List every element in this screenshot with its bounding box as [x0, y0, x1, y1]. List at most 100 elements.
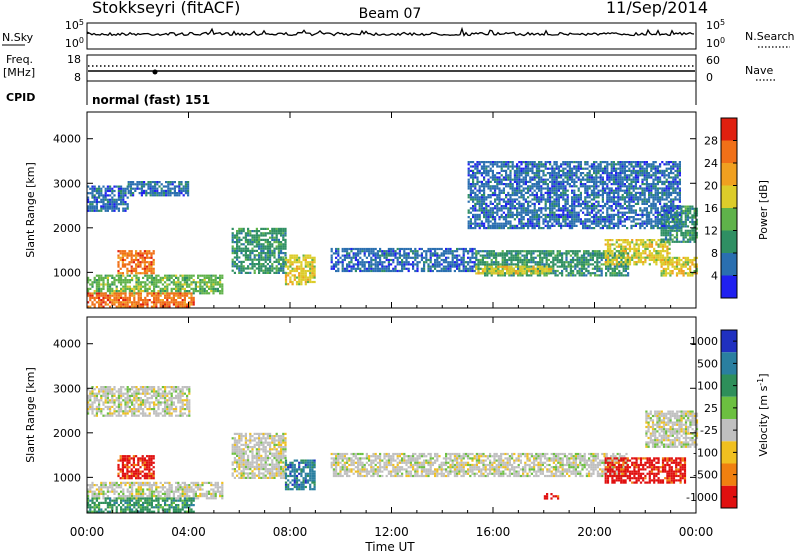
cpid-value: normal (fast) 151 [92, 93, 210, 107]
echo-region [604, 457, 687, 484]
nave-label: Nave [745, 64, 773, 77]
power-echo-layer [87, 161, 698, 308]
x-tick-label: 12:00 [374, 525, 409, 539]
freq-label-1: Freq. [6, 53, 33, 66]
colorbar-swatch [721, 253, 737, 276]
station-title: Stokkseyri (fitACF) [92, 0, 240, 17]
nsky-tick-bottom: 100 [65, 36, 84, 51]
echo-region [127, 181, 190, 197]
echo-region [231, 227, 287, 274]
echo-region [660, 256, 698, 277]
echo-region [87, 497, 195, 513]
echo-region [87, 386, 191, 417]
colorbar-tick-label: 1000 [690, 335, 718, 348]
velocity-axes: 1000 2000 3000 4000 [53, 317, 697, 513]
echo-region [475, 265, 553, 275]
echo-region [87, 185, 129, 212]
cpid-label: CPID [6, 91, 35, 104]
x-tick-label: 16:00 [476, 525, 511, 539]
y-tick-label: 4000 [53, 133, 81, 146]
echo-region [87, 481, 224, 500]
colorbar-tick-label: 16 [704, 202, 718, 215]
colorbar-tick-label: -100 [693, 446, 718, 459]
echo-region [284, 254, 316, 286]
power-ylabel: Slant Range [km] [24, 162, 37, 258]
colorbar-tick-label: 4 [711, 270, 718, 283]
nsky-panel: 105 100 105 100 N.Sky N.Search [2, 18, 795, 51]
colorbar-tick-label: 25 [704, 402, 718, 415]
velocity-echo-layer [87, 386, 699, 513]
cpid-row: CPID normal (fast) 151 [6, 81, 697, 107]
colorbar-swatch [721, 230, 737, 253]
colorbar-swatch [721, 330, 737, 353]
colorbar-swatch [721, 352, 737, 375]
velocity-colorbar-label: Velocity [m s-1] [756, 373, 771, 456]
echo-region [604, 239, 671, 266]
colorbar-tick-label: 8 [711, 247, 718, 260]
colorbar-swatch [721, 396, 737, 420]
echo-region [645, 410, 699, 448]
y-tick-label: 2000 [53, 427, 81, 440]
y-tick-label: 3000 [53, 382, 81, 395]
velocity-colorbar: 1000 500 100 25 -25 -100 -500 -1000 [686, 329, 738, 509]
x-tick-label: 00:00 [679, 525, 714, 539]
x-tick-label: 20:00 [577, 525, 612, 539]
power-panel: 1000 2000 3000 4000 Slant Range [km] [24, 111, 698, 309]
colorbar-swatch [721, 485, 737, 509]
echo-region [87, 274, 224, 295]
colorbar-tick-label: 500 [697, 357, 718, 370]
colorbar-swatch [721, 374, 737, 397]
nsearch-tick-top: 105 [706, 18, 725, 33]
colorbar-swatch [721, 163, 737, 186]
nsky-tick-top: 105 [65, 18, 84, 33]
colorbar-tick-label: 20 [704, 180, 718, 193]
echo-region [284, 459, 316, 491]
colorbar-tick-label: -25 [700, 424, 718, 437]
echo-region [117, 250, 155, 275]
colorbar-swatch [721, 208, 737, 231]
colorbar-swatch [721, 463, 737, 486]
colorbar-tick-label: -500 [693, 469, 718, 482]
freq-label-2: [MHz] [3, 66, 35, 79]
velocity-panel: 1000 2000 3000 4000 Slant Range [km] [24, 316, 699, 514]
colorbar-swatch [721, 185, 737, 208]
echo-region [117, 455, 155, 480]
power-colorbar-label: Power [dB] [757, 180, 770, 240]
colorbar-swatch [721, 118, 737, 141]
nave-tick-bottom: 0 [706, 71, 713, 84]
date-label: 11/Sep/2014 [606, 0, 708, 17]
echo-region [330, 247, 476, 273]
colorbar-swatch [721, 275, 737, 298]
freq-marker [152, 69, 158, 75]
colorbar-tick-label: 28 [704, 135, 718, 148]
echo-region [330, 452, 628, 478]
colorbar-tick-label: -1000 [686, 491, 718, 504]
colorbar-swatch [721, 441, 737, 464]
y-tick-label: 1000 [53, 471, 81, 484]
nave-tick-top: 60 [706, 54, 720, 67]
colorbar-tick-label: 12 [704, 225, 718, 238]
time-axis-labels: 00:00 04:00 08:00 12:00 16:00 20:00 00:00 [70, 525, 714, 539]
x-axis-title: Time UT [364, 540, 415, 554]
beam-label: Beam 07 [359, 6, 422, 22]
colorbar-swatch [721, 140, 737, 163]
nsearch-label: N.Search [745, 30, 795, 43]
colorbar-tick-label: 100 [697, 380, 718, 393]
nsearch-tick-bottom: 100 [706, 36, 725, 51]
power-axes: 1000 2000 3000 4000 [53, 112, 697, 308]
y-tick-label: 4000 [53, 338, 81, 351]
velocity-ylabel: Slant Range [km] [24, 367, 37, 463]
x-tick-label: 00:00 [70, 525, 105, 539]
nsky-trace [87, 26, 695, 37]
freq-tick-bottom: 8 [74, 71, 81, 84]
echo-region [87, 292, 195, 308]
x-tick-label: 08:00 [273, 525, 308, 539]
echo-region [467, 161, 681, 230]
echo-region [543, 493, 560, 500]
nsky-label: N.Sky [2, 31, 34, 44]
x-tick-label: 04:00 [171, 525, 206, 539]
y-tick-label: 3000 [53, 177, 81, 190]
colorbar-tick-label: 24 [704, 157, 718, 170]
y-tick-label: 1000 [53, 266, 81, 279]
